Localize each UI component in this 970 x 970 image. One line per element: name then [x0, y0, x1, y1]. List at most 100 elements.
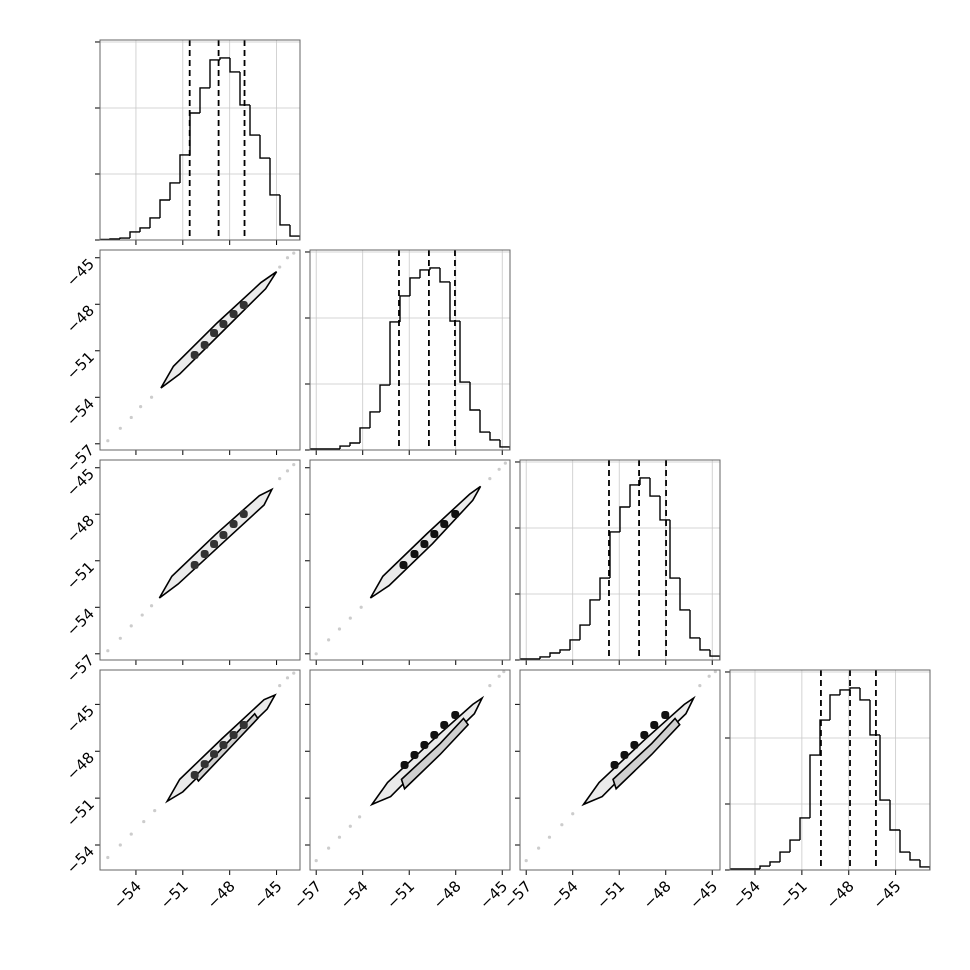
histogram-step: [879, 734, 890, 801]
x-tick-label: −51: [593, 877, 628, 912]
sample-point: [139, 404, 143, 409]
histogram-step: [649, 477, 660, 497]
histogram-step: [639, 477, 650, 485]
histogram-step: [429, 267, 440, 270]
x-tick-label: −54: [110, 877, 145, 912]
histogram-step: [129, 231, 140, 239]
sample-point: [129, 832, 133, 836]
density-marker: [190, 771, 199, 779]
sample-point: [292, 671, 296, 675]
histogram-step: [819, 719, 830, 756]
histogram-step: [609, 531, 620, 579]
y-tick-label: −51: [63, 348, 98, 383]
density-marker: [661, 711, 670, 719]
x-tick-label: −45: [250, 877, 285, 912]
histogram-step: [339, 445, 350, 449]
sample-point: [502, 670, 506, 674]
x-tick-label: −51: [776, 877, 811, 912]
density-marker: [229, 310, 238, 319]
y-tick-label: −51: [63, 558, 98, 593]
histogram-step: [859, 687, 870, 701]
contour: [581, 695, 696, 807]
y-tick-label: −48: [63, 512, 98, 547]
density-marker: [440, 520, 449, 529]
axes-frame: [519, 669, 721, 871]
density-marker: [239, 721, 248, 729]
sample-point: [142, 819, 146, 824]
x-tick-label: −54: [337, 877, 372, 912]
panel: [95, 39, 301, 245]
histogram-step: [489, 432, 500, 441]
x-tick-label: −54: [729, 877, 764, 912]
x-tick-label: −57: [290, 877, 325, 912]
panel: [515, 459, 721, 665]
sample-point: [358, 815, 362, 819]
histogram-step: [919, 859, 930, 870]
axes-frame: [99, 249, 301, 451]
histogram-step: [419, 269, 430, 278]
density-marker: [239, 509, 248, 518]
density-marker: [410, 549, 419, 558]
contour: [369, 695, 485, 807]
histogram-step: [439, 267, 450, 283]
sample-point: [698, 684, 702, 688]
x-tick-label: −48: [204, 877, 239, 912]
x-tick-label: −45: [870, 877, 905, 912]
y-tick-label: −48: [63, 302, 98, 337]
sample-point: [488, 477, 492, 481]
sample-point: [560, 823, 564, 827]
y-tick-label: −54: [63, 842, 98, 877]
histogram-step: [109, 238, 120, 240]
histogram-step: [189, 112, 200, 155]
histogram-step: [479, 410, 490, 433]
histogram-step: [809, 754, 820, 818]
sample-point: [292, 251, 296, 255]
x-tick-label: −48: [640, 877, 675, 912]
histogram-step: [289, 224, 300, 240]
axes-frame: [519, 459, 721, 661]
y-tick-label: −45: [63, 702, 98, 737]
density-marker: [200, 341, 209, 350]
histogram-step: [359, 427, 370, 444]
axes-frame: [99, 669, 301, 871]
density-marker: [229, 520, 238, 529]
histogram-step: [909, 852, 920, 861]
x-tick-label: −54: [547, 877, 582, 912]
density-marker: [640, 731, 649, 739]
histogram-step: [769, 861, 780, 867]
density-marker: [219, 319, 228, 328]
sample-point: [524, 859, 528, 863]
sample-point: [488, 684, 492, 688]
histogram-step: [469, 382, 480, 411]
sample-point: [106, 855, 110, 860]
sample-point: [106, 439, 110, 443]
panel: −57−54−51−48−45: [63, 249, 301, 476]
plot-area: [314, 461, 507, 656]
density-marker: [200, 760, 209, 769]
density-marker: [420, 741, 429, 749]
density-marker: [200, 549, 209, 558]
sample-point: [149, 604, 154, 608]
histogram-step: [829, 694, 840, 721]
density-marker: [210, 540, 219, 549]
sample-point: [140, 613, 144, 617]
sample-point: [327, 846, 331, 850]
sample-point: [537, 846, 541, 850]
plot-area: [314, 670, 506, 863]
histogram-step: [310, 448, 320, 450]
histogram-step: [789, 839, 800, 853]
contour: [400, 717, 470, 791]
density-marker: [190, 560, 199, 569]
sample-point: [337, 835, 342, 839]
histogram-step: [759, 865, 770, 869]
histogram-step: [579, 624, 590, 640]
histogram-step: [520, 658, 530, 660]
panel: −54 −51 −48 −45: [725, 669, 931, 912]
histogram-step: [219, 57, 230, 60]
sample-point: [327, 638, 331, 642]
sample-point: [106, 649, 110, 653]
histogram-step: [599, 577, 610, 600]
histogram-step: [679, 578, 690, 611]
